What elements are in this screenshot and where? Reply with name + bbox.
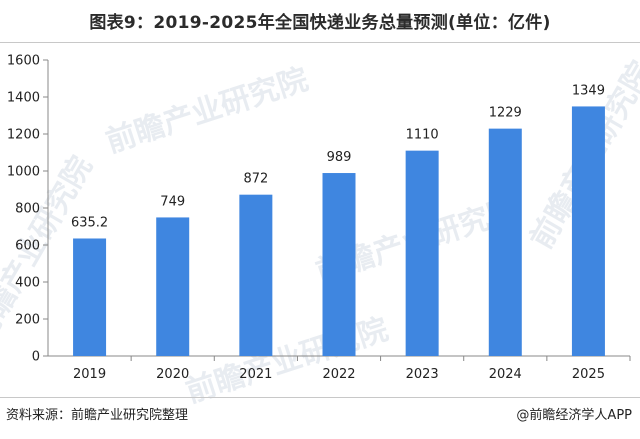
data-label: 989 (327, 150, 352, 165)
bar-2025 (571, 106, 605, 356)
source-note: 资料来源：前瞻产业研究院整理 (6, 408, 189, 423)
x-tick-label: 2019 (73, 367, 106, 382)
bar-2023 (405, 150, 439, 356)
bar-2021 (239, 194, 273, 356)
watermark-text: 前瞻产业研究院 (182, 312, 393, 410)
bar-2024 (488, 128, 522, 356)
bar-2022 (322, 173, 356, 356)
data-label: 1229 (489, 106, 522, 121)
y-tick-label: 600 (15, 239, 40, 254)
x-tick-label: 2023 (406, 367, 439, 382)
data-label: 872 (243, 172, 268, 187)
y-tick-label: 1600 (7, 54, 40, 69)
chart-labels: 2019 635.2 2020 749 2021 872 2022 989 2023 1110 20… (71, 83, 605, 382)
data-label: 635.2 (71, 215, 108, 230)
chart-bars (73, 106, 605, 356)
x-tick-label: 2024 (489, 367, 522, 382)
x-tick-label: 2020 (156, 367, 189, 382)
y-tick-label: 0 (32, 350, 40, 365)
y-tick-label: 1400 (7, 91, 40, 106)
x-tick-label: 2021 (239, 367, 272, 382)
footer-divider (0, 397, 640, 398)
bar-2020 (156, 217, 190, 356)
y-tick-label: 1200 (7, 128, 40, 143)
y-tick-label: 200 (15, 313, 40, 328)
y-tick-label: 400 (15, 276, 40, 291)
watermark-layer: 前瞻产业研究院前瞻产业研究院前瞻产业研究院前瞻产业研究院前瞻产业研究院 (0, 56, 640, 410)
y-tick-label: 800 (15, 202, 40, 217)
x-tick-label: 2025 (572, 367, 605, 382)
data-label: 1110 (406, 128, 439, 143)
bar-2019 (73, 238, 107, 356)
y-tick-label: 1000 (7, 165, 40, 180)
chart-title: 图表9：2019-2025年全国快递业务总量预测(单位：亿件) (89, 13, 551, 33)
x-tick-label: 2022 (322, 367, 355, 382)
watermark-text: 前瞻产业研究院 (102, 62, 313, 160)
data-label: 1349 (572, 83, 605, 98)
brand-credit: @前瞻经济学人APP (516, 408, 632, 423)
title-divider (0, 42, 640, 43)
data-label: 749 (160, 194, 185, 209)
